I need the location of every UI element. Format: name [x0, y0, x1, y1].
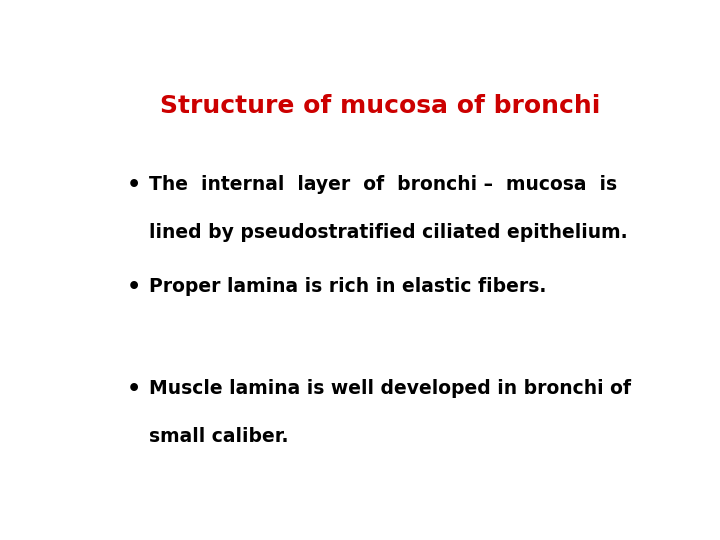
Text: •: • — [126, 277, 140, 297]
Text: small caliber.: small caliber. — [148, 427, 288, 446]
Text: Proper lamina is rich in elastic fibers.: Proper lamina is rich in elastic fibers. — [148, 277, 546, 296]
Text: Muscle lamina is well developed in bronchi of: Muscle lamina is well developed in bronc… — [148, 379, 631, 398]
Text: •: • — [126, 175, 140, 195]
Text: Structure of mucosa of bronchi: Structure of mucosa of bronchi — [160, 94, 600, 118]
Text: •: • — [126, 379, 140, 399]
Text: The  internal  layer  of  bronchi –  mucosa  is: The internal layer of bronchi – mucosa i… — [148, 175, 617, 194]
Text: lined by pseudostratified ciliated epithelium.: lined by pseudostratified ciliated epith… — [148, 223, 627, 242]
